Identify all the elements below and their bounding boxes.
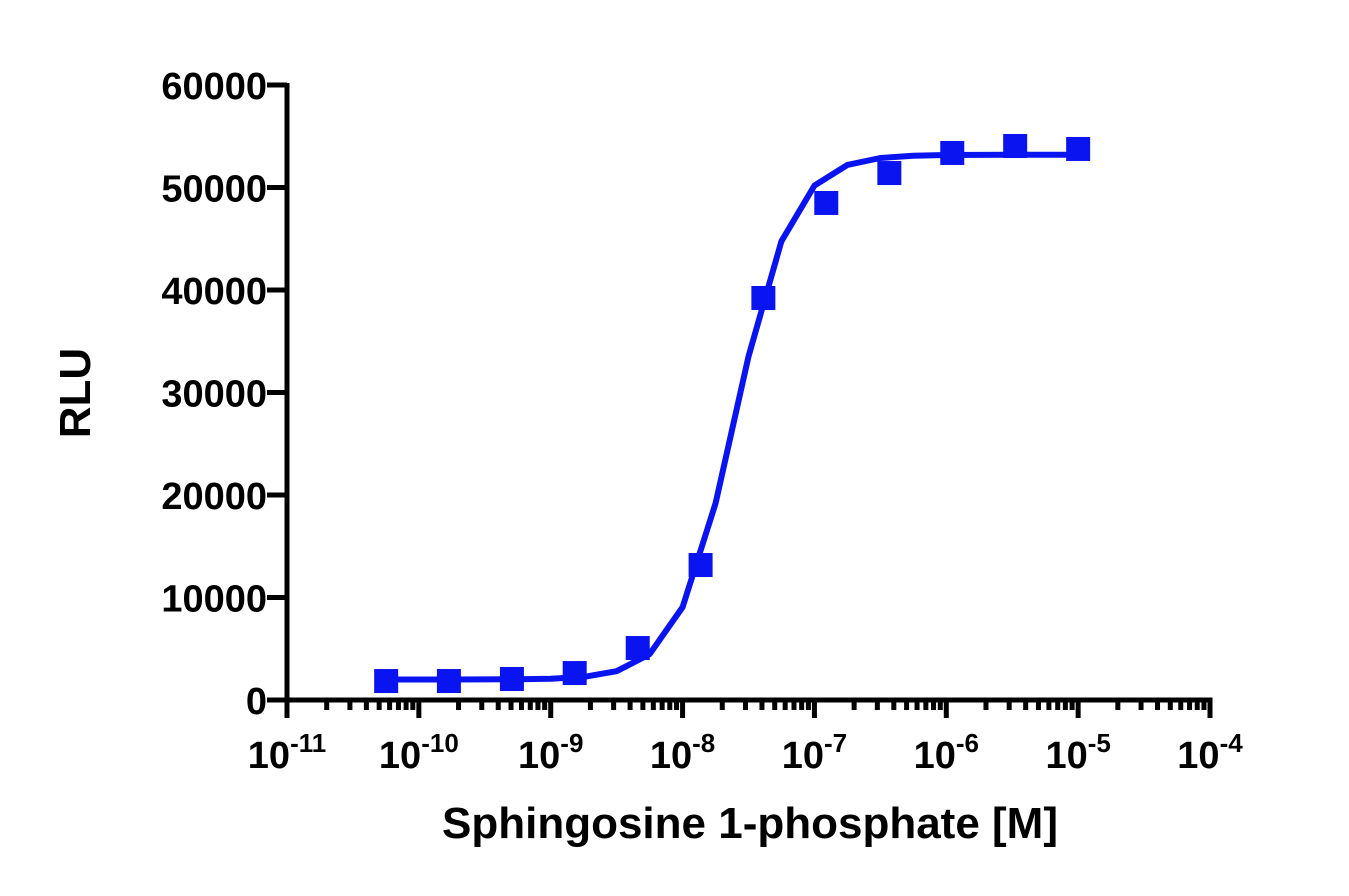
x-tick-base: 10 (650, 735, 692, 777)
x-tick-base: 10 (1177, 735, 1219, 777)
data-point (751, 285, 776, 310)
x-tick-exponent: -6 (956, 728, 979, 758)
x-tick-base: 10 (782, 735, 824, 777)
data-point (562, 661, 587, 686)
x-tick-label: 10-8 (650, 728, 715, 777)
x-tick-exponent: -7 (824, 728, 847, 758)
y-axis-label: RLU (51, 348, 100, 438)
x-axis-label: Sphingosine 1-phosphate [M] (442, 799, 1058, 848)
x-tick-exponent: -11 (290, 728, 326, 758)
y-tick-label: 40000 (161, 271, 267, 313)
x-tick-base: 10 (1045, 735, 1087, 777)
x-tick-exponent: -10 (421, 728, 459, 758)
y-tick-label: 50000 (161, 169, 267, 211)
data-point (940, 140, 965, 165)
data-point (688, 553, 713, 578)
x-tick-exponent: -4 (1220, 728, 1244, 758)
y-tick-label: 30000 (161, 374, 267, 416)
x-tick-exponent: -8 (692, 728, 715, 758)
x-tick-exponent: -9 (560, 728, 583, 758)
data-point (499, 666, 524, 691)
x-tick-exponent: -5 (1088, 728, 1111, 758)
data-point (1003, 133, 1028, 158)
x-tick-base: 10 (518, 735, 560, 777)
x-tick-base: 10 (248, 735, 290, 777)
x-tick-label: 10-4 (1177, 728, 1243, 777)
data-point (436, 669, 461, 694)
x-tick-base: 10 (914, 735, 956, 777)
x-tick-base: 10 (379, 735, 421, 777)
y-tick-label: 20000 (161, 476, 267, 518)
x-tick-label: 10-5 (1045, 728, 1110, 777)
y-tick-label: 60000 (161, 66, 267, 108)
data-point (374, 669, 399, 694)
data-point (814, 190, 839, 215)
y-tick-label: 0 (246, 681, 267, 723)
y-tick-label: 10000 (161, 579, 267, 621)
x-tick-label: 10-9 (518, 728, 583, 777)
x-tick-label: 10-6 (914, 728, 979, 777)
x-tick-label: 10-11 (248, 728, 326, 777)
data-point (877, 161, 902, 186)
x-tick-label: 10-10 (379, 728, 459, 777)
data-point (1066, 136, 1091, 161)
fit-curve (385, 151, 1079, 683)
x-tick-label: 10-7 (782, 728, 847, 777)
data-point (625, 636, 650, 661)
